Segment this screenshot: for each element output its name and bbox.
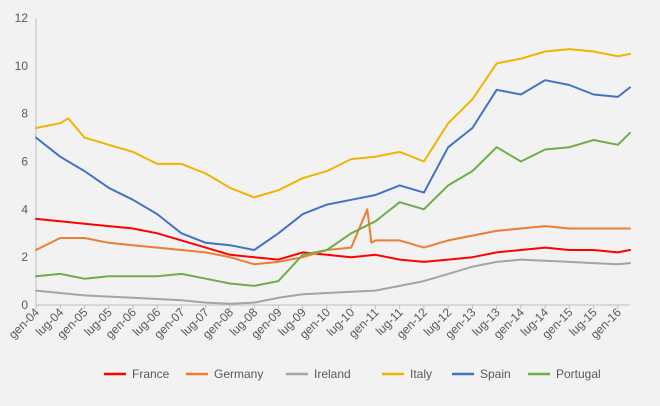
legend-label-france: France (132, 367, 170, 381)
series-line-ireland (35, 258, 631, 305)
series-line-portugal (35, 131, 631, 287)
series-line-italy (35, 48, 631, 199)
series-line-spain (35, 79, 631, 251)
legend-label-spain: Spain (480, 367, 511, 381)
legend-label-germany: Germany (214, 367, 263, 381)
series-lines (35, 48, 631, 305)
legend-label-italy: Italy (410, 367, 432, 381)
legend-label-ireland: Ireland (314, 367, 351, 381)
y-tick-label: 10 (15, 59, 29, 73)
y-tick-label: 12 (15, 11, 29, 25)
series-line-france (35, 217, 631, 263)
y-tick-label: 8 (21, 107, 28, 121)
axes (35, 18, 630, 306)
y-tick-label: 0 (21, 298, 28, 312)
y-tick-label: 4 (21, 202, 28, 216)
y-tick-label: 2 (21, 250, 28, 264)
legend-label-portugal: Portugal (556, 367, 601, 381)
y-axis-ticks: 0 2 4 6 8 10 12 (15, 11, 29, 312)
legend: France Germany Ireland Italy Spain Portugal (104, 367, 601, 381)
y-tick-label: 6 (21, 155, 28, 169)
